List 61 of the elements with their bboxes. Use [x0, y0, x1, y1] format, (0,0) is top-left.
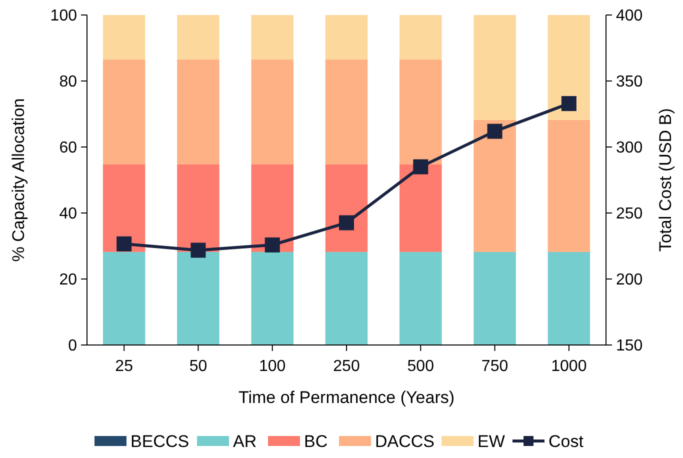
point — [561, 96, 576, 112]
bar — [177, 252, 220, 345]
point — [264, 237, 280, 252]
bar — [251, 60, 294, 164]
y-axis-title: % Capacity Allocation — [9, 98, 28, 262]
bar — [474, 15, 516, 120]
y2-tick-label: 150 — [616, 338, 643, 355]
bar — [177, 15, 220, 60]
bar — [102, 252, 146, 345]
bar — [548, 15, 590, 120]
point — [190, 242, 206, 258]
x-tick-label: 500 — [407, 358, 434, 375]
x-tick-label: 50 — [189, 358, 208, 375]
legend-label: Cost — [548, 432, 584, 451]
x-tick-label: 100 — [259, 358, 286, 375]
point — [413, 159, 428, 174]
y-tick-label: 100 — [50, 8, 78, 25]
legend-label: BECCS — [130, 432, 190, 451]
legend-label: DACCS — [375, 432, 435, 451]
x-tick-label: 1000 — [551, 358, 587, 375]
y-tick-label: 20 — [59, 272, 78, 289]
bar — [177, 60, 220, 164]
legend-label: EW — [478, 432, 505, 451]
bar — [102, 15, 146, 60]
point — [116, 236, 132, 252]
bar — [251, 15, 294, 60]
bar — [325, 252, 368, 345]
point — [339, 215, 354, 230]
y-tick-label: 40 — [59, 206, 78, 223]
bar — [548, 120, 590, 252]
bar — [325, 60, 368, 164]
bar — [474, 120, 516, 252]
bar — [102, 60, 146, 164]
y2-tick-label: 300 — [616, 140, 643, 157]
bar — [400, 15, 442, 60]
y2-axis-title: Total Cost (USD B) — [656, 108, 675, 252]
y2-tick-label: 350 — [616, 74, 643, 91]
y-tick-label: 80 — [59, 74, 78, 91]
bar — [251, 164, 294, 252]
x-tick-label: 250 — [333, 358, 360, 375]
y-tick-label: 0 — [68, 338, 78, 355]
bar — [102, 164, 146, 252]
bar — [251, 252, 294, 345]
y2-tick-label: 250 — [616, 206, 643, 223]
bar — [474, 252, 516, 345]
x-tick-label: 750 — [481, 358, 508, 375]
bar — [400, 60, 442, 164]
bar — [400, 252, 442, 345]
y2-tick-label: 400 — [616, 8, 643, 25]
x-tick-label: 25 — [115, 358, 134, 375]
bar — [177, 164, 220, 252]
bar — [325, 164, 368, 252]
legend-label: BC — [304, 432, 328, 451]
y-tick-label: 60 — [59, 140, 78, 157]
bar — [400, 164, 442, 252]
bar — [548, 252, 590, 345]
point — [487, 124, 502, 139]
legend-label: AR — [233, 432, 257, 451]
x-axis-title: Time of Permanence (Years) — [238, 388, 455, 407]
bar — [325, 15, 368, 60]
y2-tick-label: 200 — [616, 272, 643, 289]
